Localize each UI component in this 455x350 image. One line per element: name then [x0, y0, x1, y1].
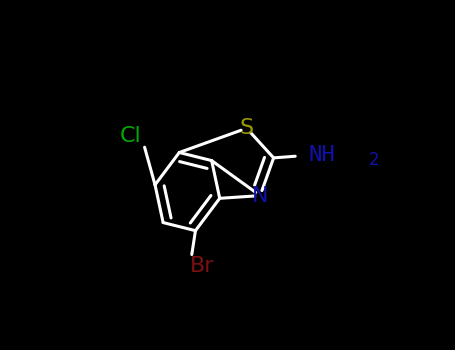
Text: 2: 2	[369, 151, 379, 169]
Text: Br: Br	[190, 256, 215, 276]
Text: S: S	[240, 118, 254, 138]
Text: Cl: Cl	[120, 126, 142, 146]
Text: NH: NH	[308, 145, 335, 165]
Text: N: N	[252, 186, 268, 205]
